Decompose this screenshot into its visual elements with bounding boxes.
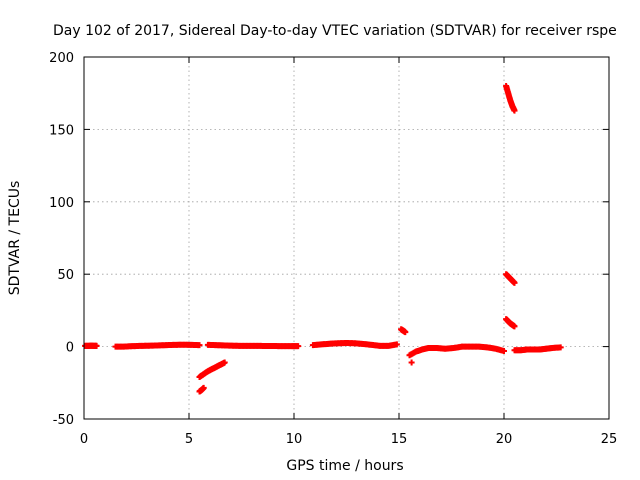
data-segment [196, 359, 228, 381]
data-segment [503, 316, 518, 330]
x-tick-label: 20 [496, 432, 513, 447]
x-axis-label: GPS time / hours [286, 458, 403, 474]
data-segment [511, 344, 564, 354]
data-segment [309, 339, 400, 349]
y-tick-label: 0 [66, 341, 74, 356]
data-point [557, 344, 564, 351]
data-segment [112, 341, 203, 350]
x-tick-label: 0 [80, 432, 88, 447]
data-point [200, 384, 207, 391]
y-tick-label: 200 [49, 51, 74, 66]
data-point [511, 107, 518, 114]
x-tick-label: 5 [185, 432, 193, 447]
y-tick-label: 100 [49, 196, 74, 211]
data-segment [82, 342, 100, 349]
data-points [82, 82, 564, 395]
data-point [511, 279, 518, 286]
x-tick-label: 15 [391, 432, 408, 447]
plot-frame [83, 56, 610, 420]
tick-labels: 0 5 10 15 20 25 -50 0 50 100 150 200 [49, 51, 617, 447]
grid-lines [84, 57, 609, 419]
data-point [393, 341, 400, 348]
x-tick-label: 25 [601, 432, 618, 447]
data-point [196, 342, 203, 349]
data-point [501, 347, 507, 354]
data-segment [196, 384, 207, 395]
axis-ticks [83, 56, 610, 420]
data-segment [406, 343, 507, 359]
y-tick-label: -50 [53, 413, 74, 428]
data-point [93, 342, 100, 349]
chart-title: Day 102 of 2017, Sidereal Day-to-day VTE… [53, 23, 617, 39]
data-segment [204, 341, 302, 350]
data-segment [503, 82, 518, 114]
y-tick-label: 150 [49, 123, 74, 138]
y-tick-label: 50 [57, 268, 74, 283]
data-point [295, 343, 302, 350]
data-point [511, 323, 518, 330]
data-point [402, 329, 409, 336]
y-axis-label: SDTVAR / TECUs [7, 181, 23, 296]
x-tick-label: 10 [286, 432, 303, 447]
data-segment [408, 359, 415, 366]
data-point [408, 359, 415, 366]
data-segment [503, 271, 518, 286]
data-point [221, 359, 228, 366]
data-segment [398, 326, 409, 336]
